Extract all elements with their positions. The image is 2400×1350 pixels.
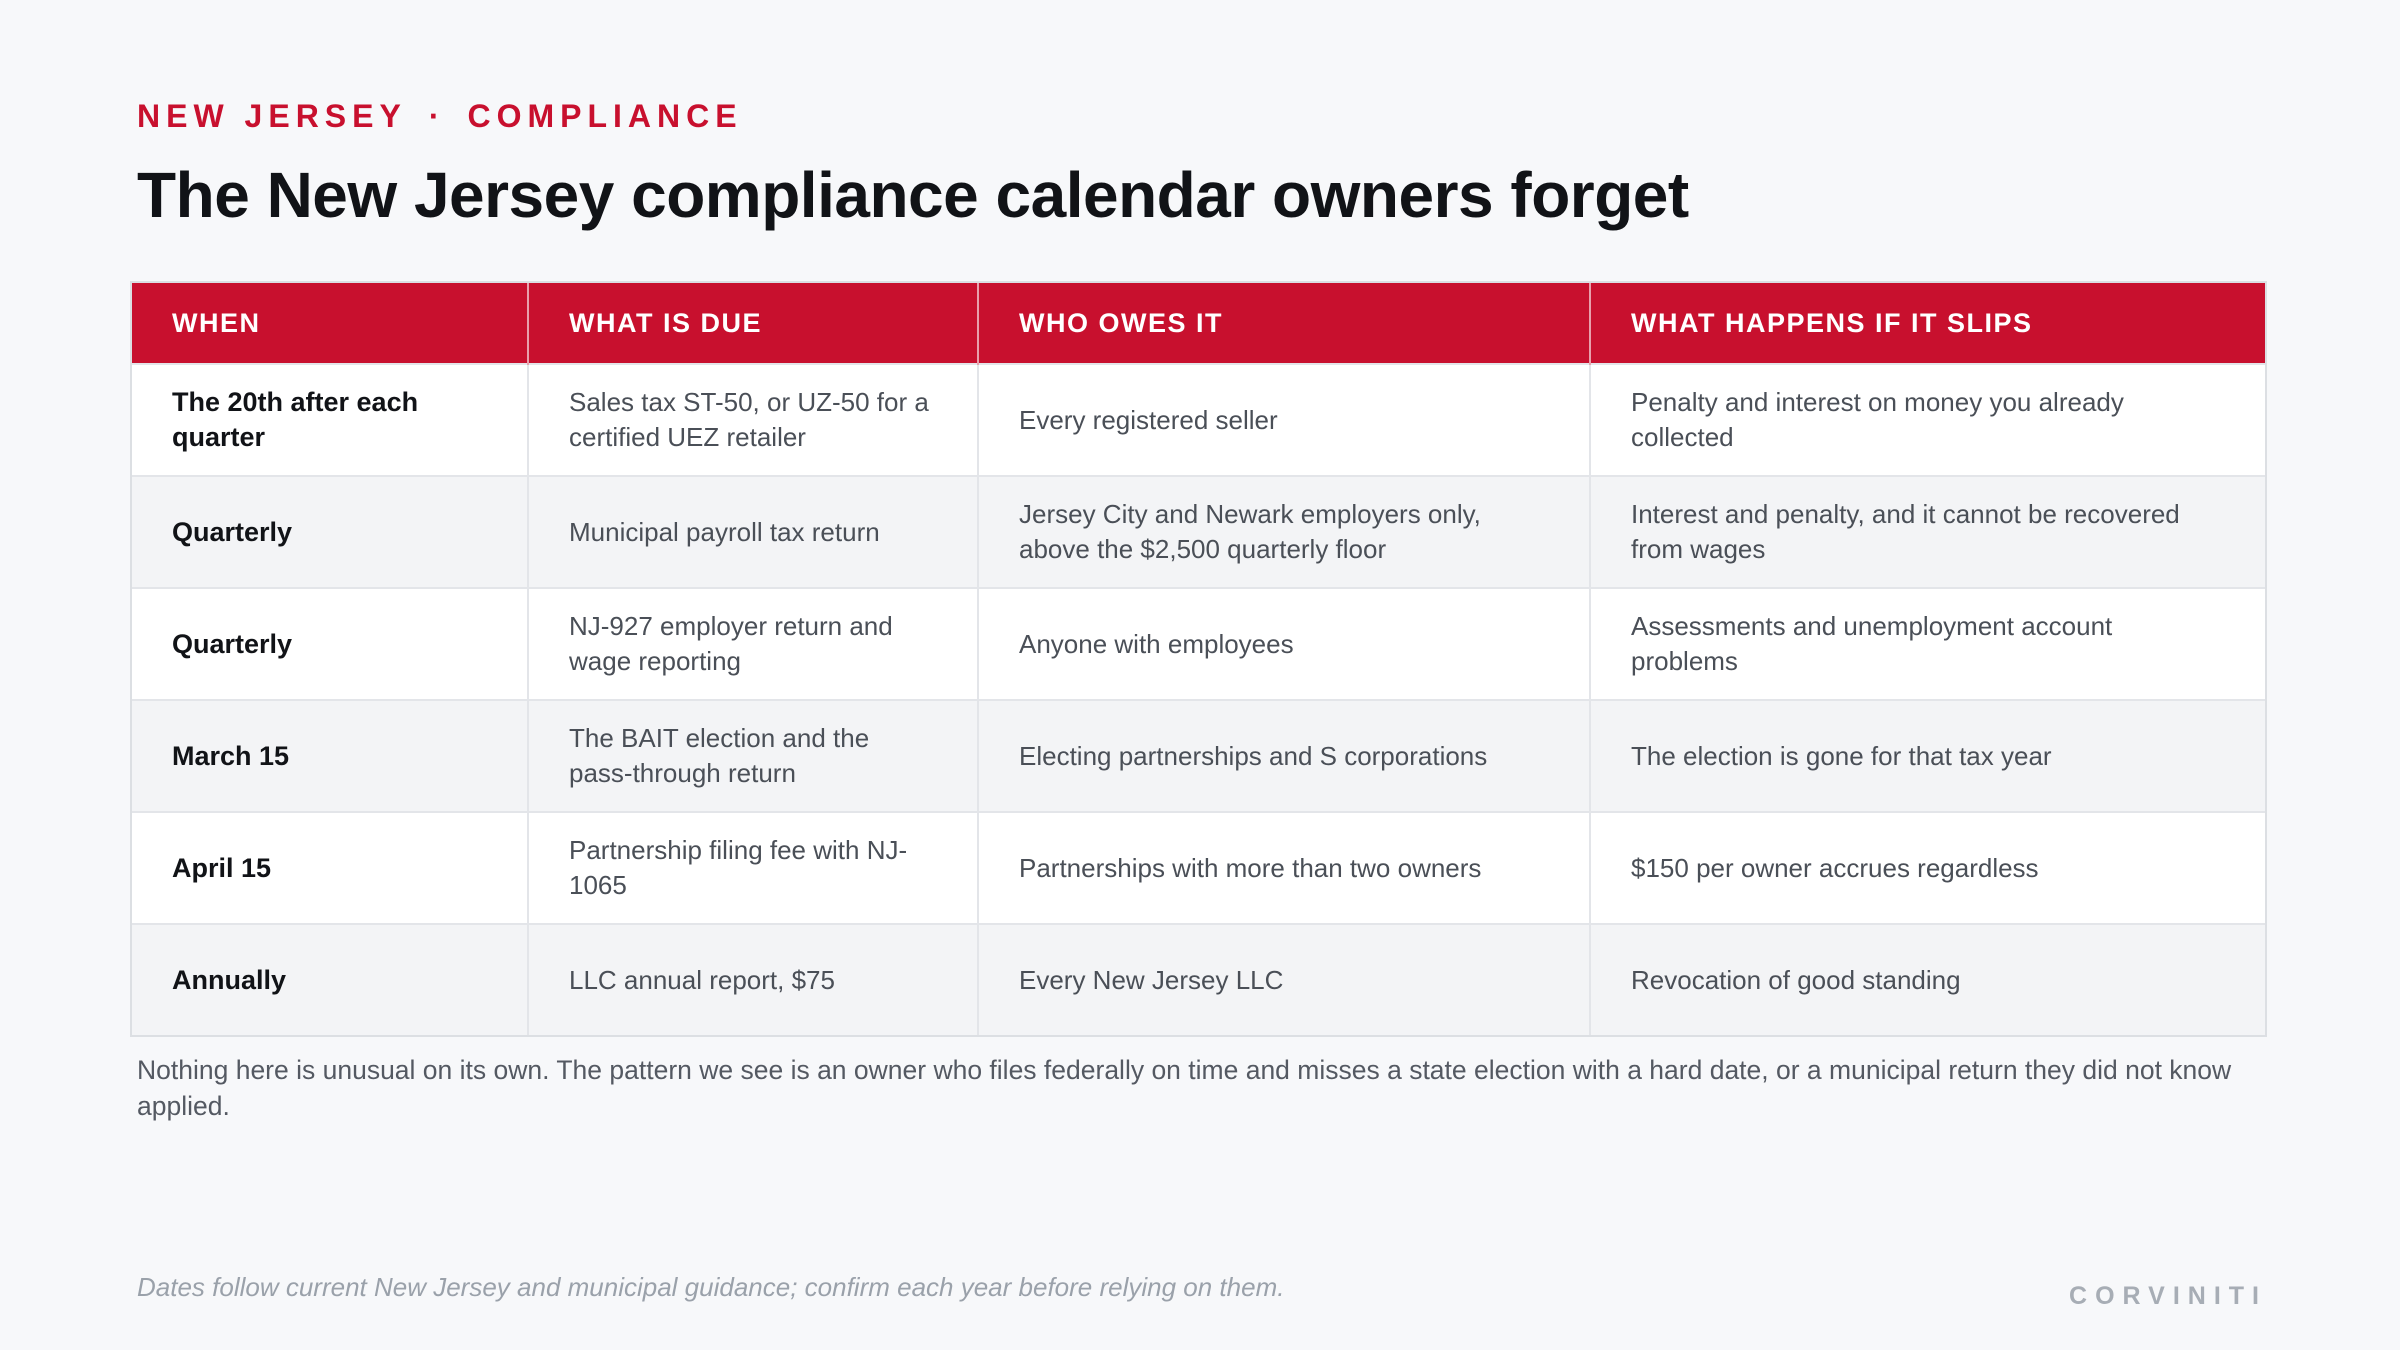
cell-when: March 15	[132, 699, 529, 812]
cell-what-is-due: LLC annual report, $75	[528, 923, 979, 1035]
cell-consequence: The election is gone for that tax year	[1590, 699, 2265, 812]
page-title: The New Jersey compliance calendar owner…	[137, 159, 1689, 231]
table-body: The 20th after each quarter Sales tax ST…	[132, 363, 2265, 1035]
table-header: WHEN WHAT IS DUE WHO OWES IT WHAT HAPPEN…	[132, 283, 2265, 364]
cell-what-is-due: Partnership filing fee with NJ-1065	[528, 811, 979, 924]
cell-consequence: $150 per owner accrues regardless	[1590, 811, 2265, 924]
cell-when: Quarterly	[132, 587, 529, 700]
table-row: Quarterly NJ-927 employer return and wag…	[132, 587, 2265, 700]
table-row: Quarterly Municipal payroll tax return J…	[132, 475, 2265, 588]
table-row: April 15 Partnership filing fee with NJ-…	[132, 811, 2265, 924]
compliance-table-grid: WHEN WHAT IS DUE WHO OWES IT WHAT HAPPEN…	[132, 283, 2265, 1035]
cell-when: Quarterly	[132, 475, 529, 588]
cell-who-owes-it: Partnerships with more than two owners	[978, 811, 1591, 924]
brand-wordmark: CORVINITI	[2069, 1282, 2267, 1310]
cell-consequence: Revocation of good standing	[1590, 923, 2265, 1035]
cell-who-owes-it: Every registered seller	[978, 363, 1591, 476]
cell-consequence: Interest and penalty, and it cannot be r…	[1590, 475, 2265, 588]
cell-what-is-due: Sales tax ST-50, or UZ-50 for a certifie…	[528, 363, 979, 476]
cell-who-owes-it: Jersey City and Newark employers only, a…	[978, 475, 1591, 588]
eyebrow: NEW JERSEY · COMPLIANCE	[137, 98, 743, 135]
cell-what-is-due: The BAIT election and the pass-through r…	[528, 699, 979, 812]
table-row: The 20th after each quarter Sales tax ST…	[132, 363, 2265, 476]
column-header-who-owes-it: WHO OWES IT	[978, 283, 1591, 364]
cell-when: The 20th after each quarter	[132, 363, 529, 476]
eyebrow-state: NEW JERSEY	[137, 98, 407, 134]
eyebrow-topic: COMPLIANCE	[467, 98, 743, 134]
footnote: Dates follow current New Jersey and muni…	[137, 1272, 1285, 1302]
cell-consequence: Penalty and interest on money you alread…	[1590, 363, 2265, 476]
eyebrow-separator: ·	[428, 98, 446, 134]
column-header-what-happens: WHAT HAPPENS IF IT SLIPS	[1590, 283, 2265, 364]
cell-who-owes-it: Anyone with employees	[978, 587, 1591, 700]
cell-when: April 15	[132, 811, 529, 924]
column-header-when: WHEN	[132, 283, 529, 364]
cell-what-is-due: NJ-927 employer return and wage reportin…	[528, 587, 979, 700]
cell-when: Annually	[132, 923, 529, 1035]
table-row: Annually LLC annual report, $75 Every Ne…	[132, 923, 2265, 1035]
column-header-what-is-due: WHAT IS DUE	[528, 283, 979, 364]
cell-who-owes-it: Electing partnerships and S corporations	[978, 699, 1591, 812]
table-header-row: WHEN WHAT IS DUE WHO OWES IT WHAT HAPPEN…	[132, 283, 2265, 364]
cell-who-owes-it: Every New Jersey LLC	[978, 923, 1591, 1035]
compliance-table: WHEN WHAT IS DUE WHO OWES IT WHAT HAPPEN…	[130, 281, 2267, 1037]
table-row: March 15 The BAIT election and the pass-…	[132, 699, 2265, 812]
cell-consequence: Assessments and unemployment account pro…	[1590, 587, 2265, 700]
cell-what-is-due: Municipal payroll tax return	[528, 475, 979, 588]
summary-note: Nothing here is unusual on its own. The …	[137, 1055, 2232, 1121]
